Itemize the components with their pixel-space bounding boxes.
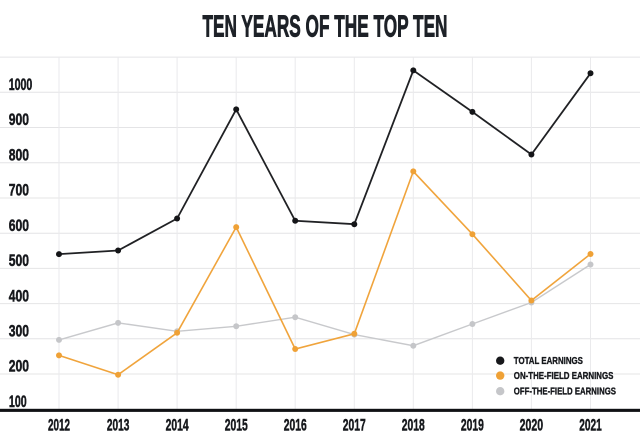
- svg-text:TEN YEARS OF THE TOP TEN: TEN YEARS OF THE TOP TEN: [203, 9, 448, 44]
- svg-text:400: 400: [9, 286, 29, 305]
- svg-text:2014: 2014: [166, 416, 189, 435]
- svg-text:100: 100: [9, 392, 27, 411]
- svg-text:2012: 2012: [48, 416, 70, 435]
- svg-text:2018: 2018: [402, 416, 425, 435]
- svg-text:2021: 2021: [579, 416, 602, 435]
- svg-text:900: 900: [9, 110, 29, 129]
- svg-text:200: 200: [9, 357, 29, 376]
- svg-text:2020: 2020: [520, 416, 544, 435]
- svg-text:1000: 1000: [9, 75, 33, 94]
- svg-text:300: 300: [9, 322, 29, 341]
- svg-text:700: 700: [9, 181, 29, 200]
- svg-text:2019: 2019: [461, 416, 484, 435]
- svg-text:2017: 2017: [343, 416, 366, 435]
- svg-text:500: 500: [9, 251, 29, 270]
- svg-text:2016: 2016: [284, 416, 307, 435]
- svg-text:2015: 2015: [225, 416, 248, 435]
- svg-text:TOTAL EARNINGS: TOTAL EARNINGS: [514, 356, 583, 367]
- svg-text:ON-THE-FIELD EARNINGS: ON-THE-FIELD EARNINGS: [514, 371, 614, 382]
- svg-text:600: 600: [9, 216, 29, 235]
- svg-text:OFF-THE-FIELD EARNINGS: OFF-THE-FIELD EARNINGS: [514, 387, 616, 398]
- svg-text:800: 800: [9, 145, 29, 164]
- svg-text:2013: 2013: [107, 416, 130, 435]
